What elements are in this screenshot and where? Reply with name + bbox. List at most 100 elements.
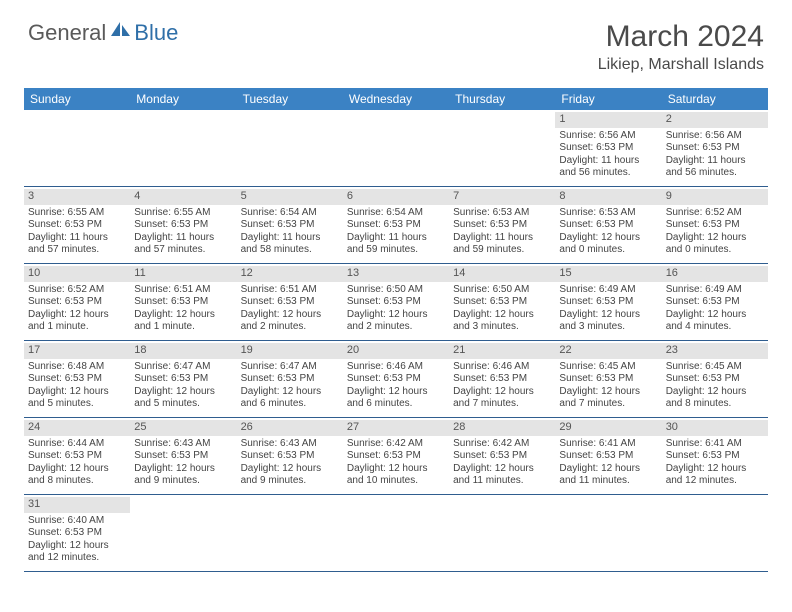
day-number: [130, 497, 236, 513]
sunset-text: Sunset: 6:53 PM: [559, 219, 657, 232]
sunrise-text: Sunrise: 6:42 AM: [453, 438, 551, 451]
daylight-text: Daylight: 11 hours and 59 minutes.: [347, 232, 445, 257]
day-number: [24, 112, 130, 128]
sunset-text: Sunset: 6:53 PM: [666, 142, 764, 155]
sunset-text: Sunset: 6:53 PM: [559, 142, 657, 155]
sunset-text: Sunset: 6:53 PM: [28, 450, 126, 463]
calendar-cell: 29Sunrise: 6:41 AMSunset: 6:53 PMDayligh…: [555, 418, 661, 494]
day-number: 24: [24, 420, 130, 436]
sunrise-text: Sunrise: 6:50 AM: [347, 284, 445, 297]
day-number: 14: [449, 266, 555, 282]
calendar-cell-empty: [130, 110, 236, 186]
calendar-cell: 20Sunrise: 6:46 AMSunset: 6:53 PMDayligh…: [343, 341, 449, 417]
day-number: [662, 497, 768, 513]
daylight-text: Daylight: 12 hours and 3 minutes.: [559, 309, 657, 334]
sunset-text: Sunset: 6:53 PM: [241, 373, 339, 386]
sunrise-text: Sunrise: 6:44 AM: [28, 438, 126, 451]
sunset-text: Sunset: 6:53 PM: [453, 373, 551, 386]
day-number: 13: [343, 266, 449, 282]
day-number: [237, 497, 343, 513]
day-number: 20: [343, 343, 449, 359]
calendar: SundayMondayTuesdayWednesdayThursdayFrid…: [24, 88, 768, 572]
weekday-label: Monday: [130, 88, 236, 110]
day-number: 28: [449, 420, 555, 436]
sunrise-text: Sunrise: 6:54 AM: [347, 207, 445, 220]
daylight-text: Daylight: 12 hours and 7 minutes.: [453, 386, 551, 411]
daylight-text: Daylight: 12 hours and 10 minutes.: [347, 463, 445, 488]
sunset-text: Sunset: 6:53 PM: [134, 450, 232, 463]
sunrise-text: Sunrise: 6:49 AM: [666, 284, 764, 297]
sunset-text: Sunset: 6:53 PM: [241, 296, 339, 309]
daylight-text: Daylight: 12 hours and 5 minutes.: [134, 386, 232, 411]
day-number: 29: [555, 420, 661, 436]
sunrise-text: Sunrise: 6:50 AM: [453, 284, 551, 297]
sail-icon: [110, 21, 132, 44]
calendar-cell-empty: [237, 495, 343, 571]
sunset-text: Sunset: 6:53 PM: [28, 373, 126, 386]
calendar-cell-empty: [662, 495, 768, 571]
sunrise-text: Sunrise: 6:46 AM: [347, 361, 445, 374]
sunrise-text: Sunrise: 6:45 AM: [559, 361, 657, 374]
daylight-text: Daylight: 12 hours and 0 minutes.: [666, 232, 764, 257]
day-number: 22: [555, 343, 661, 359]
calendar-row: 17Sunrise: 6:48 AMSunset: 6:53 PMDayligh…: [24, 341, 768, 418]
calendar-cell: 23Sunrise: 6:45 AMSunset: 6:53 PMDayligh…: [662, 341, 768, 417]
sunrise-text: Sunrise: 6:56 AM: [559, 130, 657, 143]
sunset-text: Sunset: 6:53 PM: [559, 450, 657, 463]
day-number: [237, 112, 343, 128]
sunrise-text: Sunrise: 6:52 AM: [666, 207, 764, 220]
calendar-cell: 22Sunrise: 6:45 AMSunset: 6:53 PMDayligh…: [555, 341, 661, 417]
daylight-text: Daylight: 12 hours and 12 minutes.: [28, 540, 126, 565]
calendar-cell: 17Sunrise: 6:48 AMSunset: 6:53 PMDayligh…: [24, 341, 130, 417]
sunset-text: Sunset: 6:53 PM: [453, 219, 551, 232]
sunrise-text: Sunrise: 6:53 AM: [559, 207, 657, 220]
daylight-text: Daylight: 12 hours and 3 minutes.: [453, 309, 551, 334]
sunrise-text: Sunrise: 6:41 AM: [559, 438, 657, 451]
day-number: [449, 497, 555, 513]
sunrise-text: Sunrise: 6:42 AM: [347, 438, 445, 451]
sunset-text: Sunset: 6:53 PM: [666, 373, 764, 386]
calendar-cell: 12Sunrise: 6:51 AMSunset: 6:53 PMDayligh…: [237, 264, 343, 340]
sunset-text: Sunset: 6:53 PM: [134, 219, 232, 232]
day-number: 18: [130, 343, 236, 359]
sunset-text: Sunset: 6:53 PM: [134, 296, 232, 309]
daylight-text: Daylight: 12 hours and 5 minutes.: [28, 386, 126, 411]
calendar-cell: 6Sunrise: 6:54 AMSunset: 6:53 PMDaylight…: [343, 187, 449, 263]
daylight-text: Daylight: 11 hours and 56 minutes.: [559, 155, 657, 180]
sunrise-text: Sunrise: 6:51 AM: [134, 284, 232, 297]
weekday-label: Thursday: [449, 88, 555, 110]
sunset-text: Sunset: 6:53 PM: [347, 296, 445, 309]
daylight-text: Daylight: 12 hours and 2 minutes.: [347, 309, 445, 334]
calendar-cell: 3Sunrise: 6:55 AMSunset: 6:53 PMDaylight…: [24, 187, 130, 263]
day-number: 5: [237, 189, 343, 205]
sunset-text: Sunset: 6:53 PM: [241, 219, 339, 232]
calendar-cell: 10Sunrise: 6:52 AMSunset: 6:53 PMDayligh…: [24, 264, 130, 340]
calendar-cell: 1Sunrise: 6:56 AMSunset: 6:53 PMDaylight…: [555, 110, 661, 186]
daylight-text: Daylight: 12 hours and 4 minutes.: [666, 309, 764, 334]
sunrise-text: Sunrise: 6:48 AM: [28, 361, 126, 374]
sunrise-text: Sunrise: 6:51 AM: [241, 284, 339, 297]
calendar-cell: 19Sunrise: 6:47 AMSunset: 6:53 PMDayligh…: [237, 341, 343, 417]
sunrise-text: Sunrise: 6:43 AM: [134, 438, 232, 451]
day-number: [555, 497, 661, 513]
sunrise-text: Sunrise: 6:47 AM: [241, 361, 339, 374]
daylight-text: Daylight: 11 hours and 58 minutes.: [241, 232, 339, 257]
calendar-cell: 2Sunrise: 6:56 AMSunset: 6:53 PMDaylight…: [662, 110, 768, 186]
daylight-text: Daylight: 11 hours and 57 minutes.: [28, 232, 126, 257]
sunrise-text: Sunrise: 6:45 AM: [666, 361, 764, 374]
location-label: Likiep, Marshall Islands: [598, 56, 764, 74]
day-number: 16: [662, 266, 768, 282]
sunset-text: Sunset: 6:53 PM: [666, 296, 764, 309]
weekday-label: Wednesday: [343, 88, 449, 110]
sunset-text: Sunset: 6:53 PM: [453, 296, 551, 309]
daylight-text: Daylight: 12 hours and 6 minutes.: [347, 386, 445, 411]
day-number: 8: [555, 189, 661, 205]
sunrise-text: Sunrise: 6:43 AM: [241, 438, 339, 451]
calendar-row: 3Sunrise: 6:55 AMSunset: 6:53 PMDaylight…: [24, 187, 768, 264]
sunrise-text: Sunrise: 6:40 AM: [28, 515, 126, 528]
sunrise-text: Sunrise: 6:52 AM: [28, 284, 126, 297]
calendar-cell: 27Sunrise: 6:42 AMSunset: 6:53 PMDayligh…: [343, 418, 449, 494]
calendar-cell: 28Sunrise: 6:42 AMSunset: 6:53 PMDayligh…: [449, 418, 555, 494]
calendar-cell: 18Sunrise: 6:47 AMSunset: 6:53 PMDayligh…: [130, 341, 236, 417]
day-number: 7: [449, 189, 555, 205]
